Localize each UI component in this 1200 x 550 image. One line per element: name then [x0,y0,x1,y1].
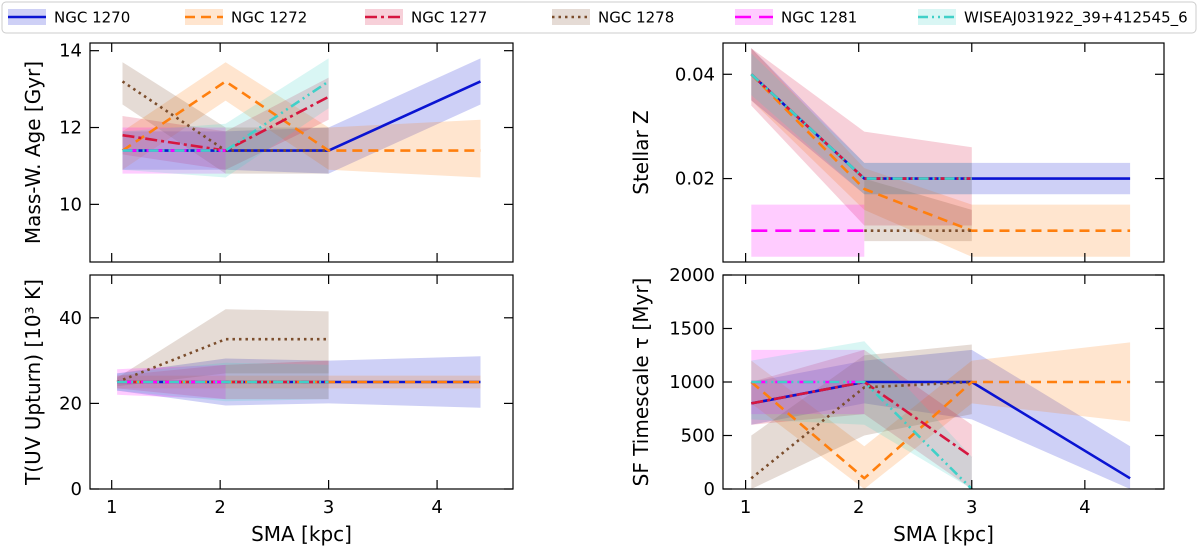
y-tick-label: 0 [704,479,715,500]
band-ngc-1278 [122,62,329,174]
series-line-ngc-1277 [750,73,972,180]
y-tick-label: 500 [681,426,715,447]
y-tick-label: 2000 [669,265,715,286]
y-tick-label: 0.02 [675,169,715,190]
axes-frame [89,274,514,490]
series-line-ngc-1277 [122,95,330,152]
legend-swatch [735,9,773,25]
x-axis-label: SMA [kpc] [251,522,352,546]
legend-label: WISEAJ031922_39+412545_6 [964,9,1188,28]
y-tick-label: 20 [59,393,82,414]
y-tick-label: 1500 [669,319,715,340]
y-tick-label: 10 [59,194,82,215]
panel-top-left: 10 12 14 Mass-W. Age [Gyr] [21,41,514,263]
y-axis-label: Stellar Z [629,110,653,195]
legend-label: NGC 1278 [598,9,674,27]
legend-item-ngc-1281: NGC 1281 [735,9,857,27]
series-line-ngc-1278 [750,380,972,480]
x-tick-label: 1 [106,497,117,518]
y-axis-label: T(UV Upturn) [10³ K] [21,279,45,486]
band-ngc-1272 [751,342,1131,489]
x-tick-label: 3 [323,497,334,518]
plot-area [750,48,1131,257]
band-ngc-1277 [122,77,329,170]
plot-area [750,341,1131,489]
y-tick-label: 40 [59,308,82,329]
band-wiseaj031922-39-412545-6 [751,53,972,195]
y-tick-label: 14 [59,41,82,62]
series-line-ngc-1272 [121,80,481,152]
plot-area [116,309,481,408]
panel-bottom-right: 1 2 3 4 0 500 1000 1500 2000 SF Timescale τ [Myr]… [629,265,1165,546]
band-ngc-1272 [122,62,481,178]
band-wiseaj031922-39-412545-6 [751,341,972,489]
legend-label: NGC 1272 [231,9,307,27]
series-line-wiseaj031922-39-412545-6 [751,380,973,489]
x-tick-label: 3 [966,497,977,518]
y-tick-label: 12 [59,118,82,139]
legend-label: NGC 1277 [411,9,487,27]
legend-label: NGC 1281 [781,9,857,27]
band-ngc-1277 [751,48,972,226]
band-ngc-1277 [117,360,329,400]
series-line-ngc-1272 [750,73,1131,232]
y-axis-label: SF Timescale τ [Myr] [629,278,653,487]
band-wiseaj031922-39-412545-6 [122,58,329,178]
panel-top-right: 0.02 0.04 Stellar Z [629,42,1165,263]
band-ngc-1272 [751,48,1131,257]
band-ngc-1278 [751,344,972,489]
legend-item-ngc-1277: NGC 1277 [365,9,487,27]
x-axis-label: SMA [kpc] [893,522,994,546]
axes-frame [89,42,514,263]
x-tick-label: 2 [853,497,864,518]
band-ngc-1277 [751,349,972,489]
y-tick-label: 1000 [669,372,715,393]
legend-swatch [918,9,956,25]
y-tick-label: 0.04 [675,64,715,85]
plot-area [121,58,482,178]
axes-frame [722,42,1165,263]
legend-swatch [552,9,590,25]
x-tick-label: 1 [740,497,751,518]
series-line-wiseaj031922-39-412545-6 [122,80,330,152]
x-tick-label: 2 [214,497,225,518]
y-tick-label: 0 [71,479,82,500]
legend-item-ngc-1272: NGC 1272 [185,9,307,27]
legend-label: NGC 1270 [54,9,130,27]
band-ngc-1278 [864,178,972,242]
legend: NGC 1270 NGC 1272 NGC 1277 NGC 1278 NGC 1281… [1,1,1197,34]
legend-item-ngc-1270: NGC 1270 [8,9,130,27]
band-ngc-1270 [122,58,481,174]
band-ngc-1278 [117,309,329,387]
x-tick-label: 4 [431,497,442,518]
legend-item-wiseaj031922-39-412545-6: WISEAJ031922_39+412545_6 [918,9,1188,28]
y-axis-label: Mass-W. Age [Gyr] [21,61,45,244]
series-line-ngc-1272 [750,380,1131,480]
legend-item-ngc-1278: NGC 1278 [552,9,674,27]
x-tick-label: 4 [1079,497,1090,518]
legend-frame [1,1,1197,34]
band-ngc-1270 [751,48,1131,195]
